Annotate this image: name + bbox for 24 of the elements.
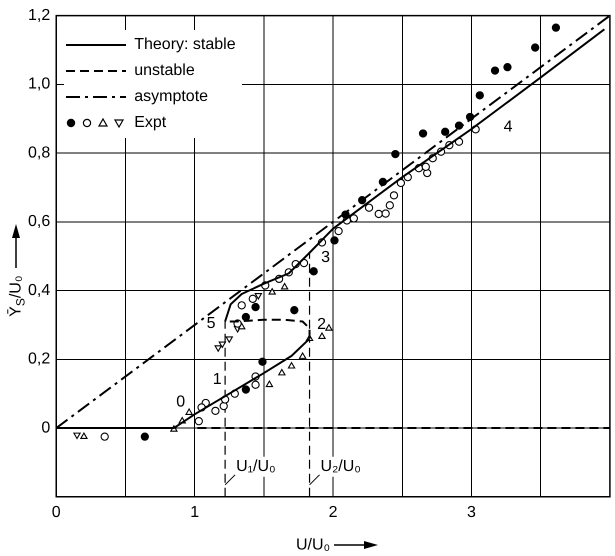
y-tick-label: 1,2 xyxy=(28,7,50,24)
x-tick-label: 2 xyxy=(328,504,338,521)
y-tick-label: 0,4 xyxy=(28,282,50,299)
annotation: 5 xyxy=(206,314,216,332)
ref-line-label: U₂/U₀ xyxy=(320,458,361,476)
y-tick-label: 0 xyxy=(41,419,50,436)
annotation: 3 xyxy=(321,249,330,266)
legend-label: unstable xyxy=(134,62,195,80)
x-tick-label: 1 xyxy=(190,504,200,521)
y-axis-title: ȲS/U₀ xyxy=(6,276,28,317)
annotation: 4 xyxy=(504,118,513,136)
y-tick-label: 0,6 xyxy=(28,213,50,230)
annotation: 1 xyxy=(212,371,222,388)
y-tick-label: 1,0 xyxy=(28,76,50,93)
legend-label: Theory: stable xyxy=(134,36,236,54)
annotation: 0 xyxy=(176,394,186,411)
ref-line-label: U₁/U₀ xyxy=(236,458,276,476)
y-tick-label: 0,8 xyxy=(28,144,50,162)
y-tick-label: 0,2 xyxy=(28,350,50,368)
annotation: 2 xyxy=(317,316,326,334)
legend-label: asymptote xyxy=(134,88,208,106)
legend-label: Expt xyxy=(134,114,166,132)
x-tick-label: 3 xyxy=(467,504,476,521)
x-axis-title: U/U₀ xyxy=(296,536,330,554)
